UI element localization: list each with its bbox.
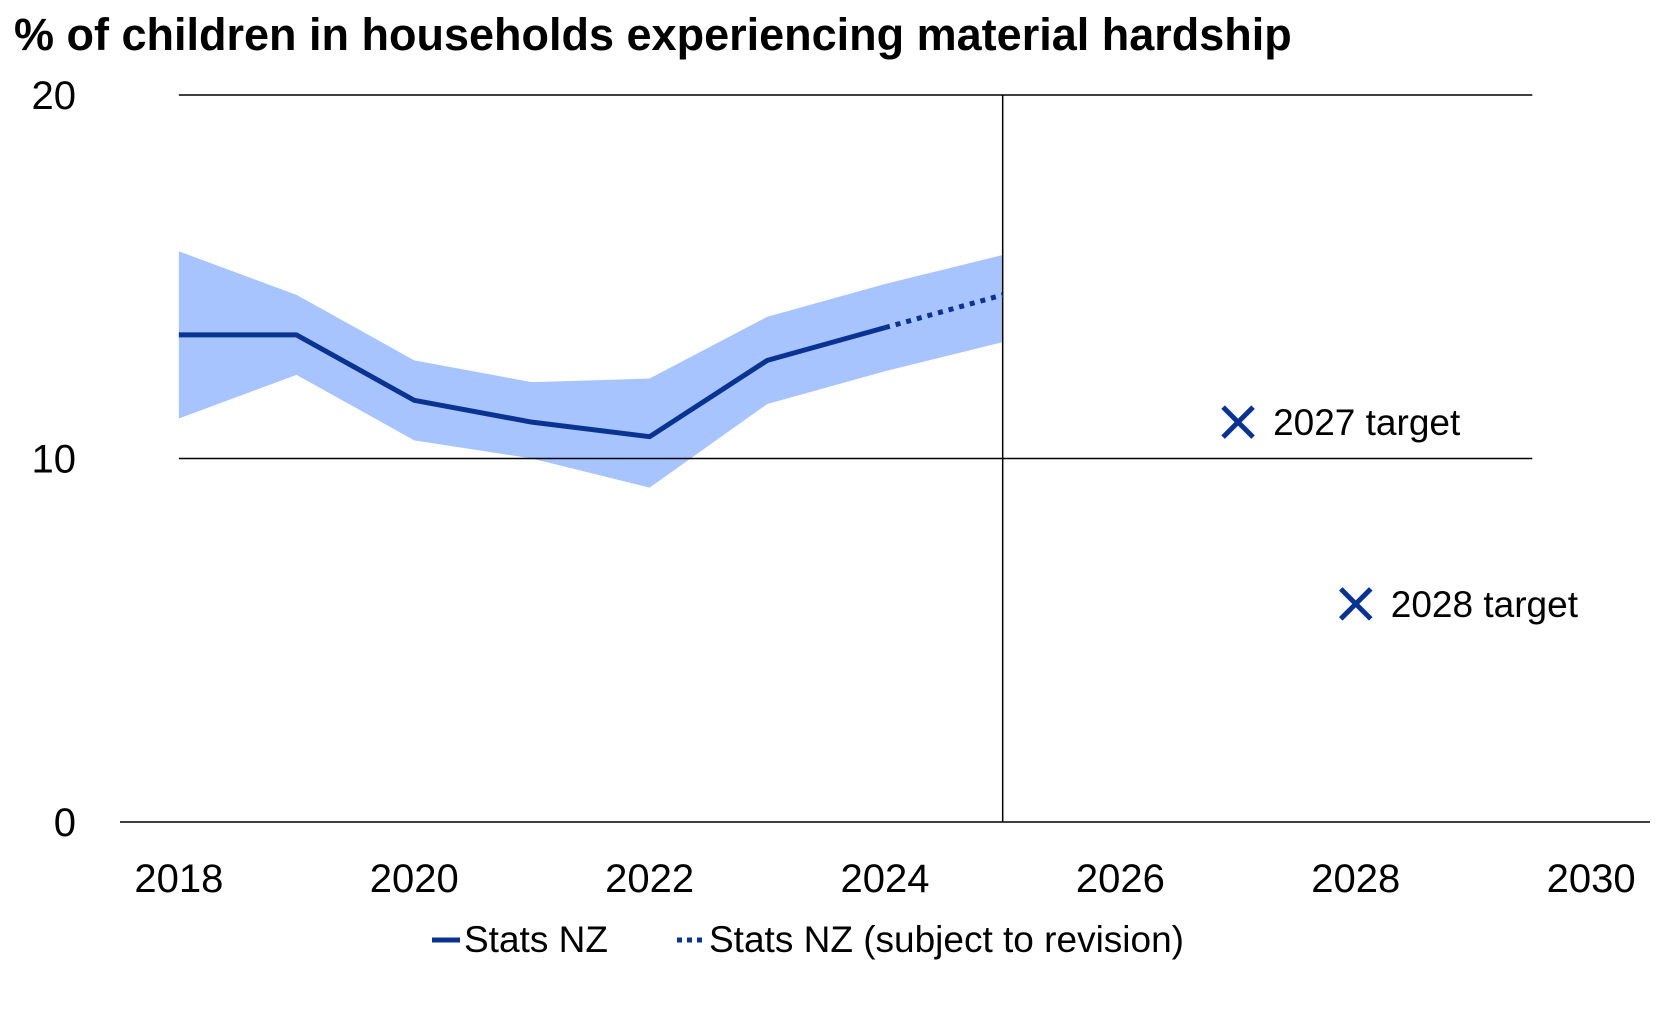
- y-tick-label-10: 10: [32, 438, 77, 482]
- axes: 0 10 20 2018 2020 2022 2024 2026 2028 2030: [32, 74, 1650, 901]
- x-tick-label-2030: 2030: [1547, 857, 1636, 901]
- gridlines: [178, 94, 1533, 822]
- x-tick-label-2026: 2026: [1076, 857, 1165, 901]
- x-tick-label-2028: 2028: [1311, 857, 1400, 901]
- confidence-band: [178, 251, 1003, 488]
- target-marker-1: [1339, 587, 1373, 621]
- legend-entry-1: Stats NZ (subject to revision): [677, 919, 1184, 960]
- series-line-0: [178, 325, 886, 440]
- target-marker-stroke-b: [1339, 587, 1373, 621]
- x-tick-label-2020: 2020: [370, 857, 459, 901]
- x-tick-label-2022: 2022: [605, 857, 694, 901]
- target-label-1: 2028 target: [1391, 584, 1579, 625]
- legend-label-1: Stats NZ (subject to revision): [709, 919, 1184, 960]
- x-tick-label-2018: 2018: [134, 857, 223, 901]
- series-layer: [178, 292, 1004, 440]
- y-tick-label-0: 0: [54, 801, 76, 845]
- targets-layer: 2027 target 2028 target: [1221, 402, 1579, 625]
- series-line-1: [884, 292, 1004, 331]
- target-marker-stroke-b: [1221, 405, 1255, 439]
- y-tick-label-20: 20: [32, 74, 77, 118]
- chart-title: % of children in households experiencing…: [14, 9, 1292, 60]
- confidence-band-layer: [178, 251, 1003, 488]
- legend-entry-0: Stats NZ: [432, 919, 608, 960]
- target-marker-0: [1221, 405, 1255, 439]
- legend-label-0: Stats NZ: [464, 919, 608, 960]
- target-label-0: 2027 target: [1273, 402, 1461, 443]
- legend: Stats NZ Stats NZ (subject to revision): [432, 919, 1184, 960]
- x-tick-label-2024: 2024: [841, 857, 930, 901]
